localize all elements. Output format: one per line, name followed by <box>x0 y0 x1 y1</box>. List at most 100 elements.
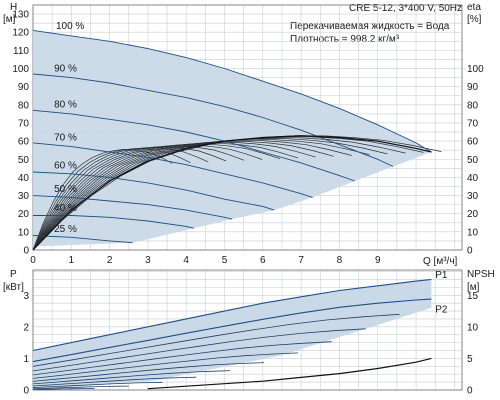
power-plot: 0 1 2 3 0 5 10 15 P1 P2 <box>23 269 479 397</box>
liquid-annotation: Перекачиваемая жидкость = Вода <box>290 21 450 32</box>
y2-tick-label: 10 <box>467 227 479 238</box>
y-tick-label: 40 <box>18 173 30 184</box>
power-partial-curve <box>32 362 265 382</box>
eta-partial-curve <box>32 140 334 251</box>
y-tick-label: 120 <box>12 28 29 39</box>
eta-partial-curve <box>32 143 281 251</box>
head-curve-25pct <box>32 235 133 244</box>
x-tick-label: 7 <box>298 255 304 266</box>
power-partial-curve <box>32 388 95 390</box>
head-curve-80pct <box>32 109 355 182</box>
head-axis-unit: [м] <box>3 14 16 25</box>
power-axis-unit: [кВт] <box>3 282 24 293</box>
npsh-axis-label: NPSH <box>467 269 495 280</box>
head-plot: 0102030405060708090100110120130010203040… <box>12 4 484 266</box>
power-partial-curve <box>32 352 298 379</box>
eta-partial-curve <box>32 144 263 251</box>
power-partial-curve <box>32 370 231 385</box>
eta-partial-curve <box>32 139 352 251</box>
power-p1-curve <box>32 278 432 352</box>
y-tick-label: 60 <box>18 137 30 148</box>
y2-tick-label: 100 <box>467 64 484 75</box>
y-tick-label: 30 <box>18 191 30 202</box>
y-tick-label: 20 <box>18 209 30 220</box>
y-tick-label: 3 <box>23 291 29 302</box>
y-tick-label: 110 <box>13 46 29 57</box>
y2-tick-label: 20 <box>467 209 479 220</box>
speed-label: 40 % <box>54 203 77 214</box>
y2-tick-label: 70 <box>467 118 479 129</box>
y2-tick-label: 0 <box>467 386 473 397</box>
power-partial-curve <box>32 376 197 387</box>
x-tick-label: 0 <box>30 255 36 266</box>
x-tick-label: 8 <box>337 255 343 266</box>
y2-tick-label: 50 <box>467 155 479 166</box>
y-tick-label: 70 <box>18 118 30 129</box>
power-area <box>33 279 432 390</box>
speed-label: 100 % <box>56 21 84 32</box>
power-partial-curve <box>32 381 163 388</box>
y-tick-label: 0 <box>23 246 29 257</box>
x-tick-label: 5 <box>222 255 228 266</box>
p2-label: P2 <box>435 305 448 316</box>
power-partial-curve <box>32 341 332 376</box>
y-tick-label: 90 <box>18 82 30 93</box>
power-partial-curve <box>32 313 400 367</box>
head-curve-70pct <box>32 142 313 198</box>
x-tick-label: 2 <box>107 255 113 266</box>
eta-partial-curve <box>32 138 388 251</box>
y2-tick-label: 15 <box>467 291 479 302</box>
y-tick-label: 100 <box>12 64 29 75</box>
x-tick-label: 4 <box>183 255 189 266</box>
density-annotation: Плотность = 998.2 кг/м³ <box>290 34 400 45</box>
x-tick-label: 3 <box>145 255 151 266</box>
y2-tick-label: 40 <box>467 173 479 184</box>
x-tick-label: 1 <box>69 255 75 266</box>
power-axis-label: P <box>10 269 17 280</box>
power-partial-curve <box>32 385 129 390</box>
speed-label: 70 % <box>54 132 77 143</box>
y-tick-label: 2 <box>23 322 29 333</box>
power-partial-curve <box>32 328 366 372</box>
y-tick-label: 0 <box>23 386 29 397</box>
y-tick-label: 50 <box>18 155 30 166</box>
plot-frame <box>32 269 463 391</box>
head-curve-50pct <box>32 195 233 220</box>
y2-tick-label: 60 <box>467 137 479 148</box>
eta-partial-curve <box>32 145 245 251</box>
speed-label: 25 % <box>54 224 77 235</box>
speed-label: 60 % <box>54 160 77 171</box>
eta-partial-curve <box>32 146 227 251</box>
y2-tick-label: 90 <box>467 82 479 93</box>
head-curve-90pct <box>32 73 394 167</box>
y-tick-label: 80 <box>18 100 30 111</box>
head-curve-100pct <box>32 29 432 153</box>
y-tick-label: 10 <box>18 227 30 238</box>
flow-axis-label: Q [м³/ч] <box>423 256 458 267</box>
head-curve-40pct <box>33 215 195 229</box>
head-curve-60pct <box>32 171 275 211</box>
npsh-axis-unit: [м] <box>467 282 480 293</box>
y-tick-label: 1 <box>23 354 29 365</box>
y2-tick-label: 10 <box>467 322 479 333</box>
y2-tick-label: 80 <box>467 100 479 111</box>
power-p2-curve <box>32 298 432 363</box>
head-axis-label: H <box>10 2 17 13</box>
eta-partial-curve <box>32 139 370 251</box>
y2-tick-label: 0 <box>467 246 473 257</box>
eta-axis-label: eta <box>467 2 481 13</box>
y2-tick-label: 5 <box>467 354 473 365</box>
eta-partial-curve <box>32 141 316 251</box>
y-tick-label: 130 <box>12 10 29 21</box>
speed-label: 90 % <box>54 63 77 74</box>
speed-label: 80 % <box>54 100 77 111</box>
x-tick-label: 9 <box>375 255 381 266</box>
eta-partial-curve <box>32 142 299 251</box>
chart-title: CRE 5-12, 3*400 V, 50Hz <box>349 3 462 14</box>
eta-axis-unit: [%] <box>467 14 482 25</box>
speed-label: 50 % <box>54 184 77 195</box>
eta-curve <box>32 135 432 251</box>
p1-label: P1 <box>435 270 448 281</box>
y2-tick-label: 30 <box>467 191 479 202</box>
